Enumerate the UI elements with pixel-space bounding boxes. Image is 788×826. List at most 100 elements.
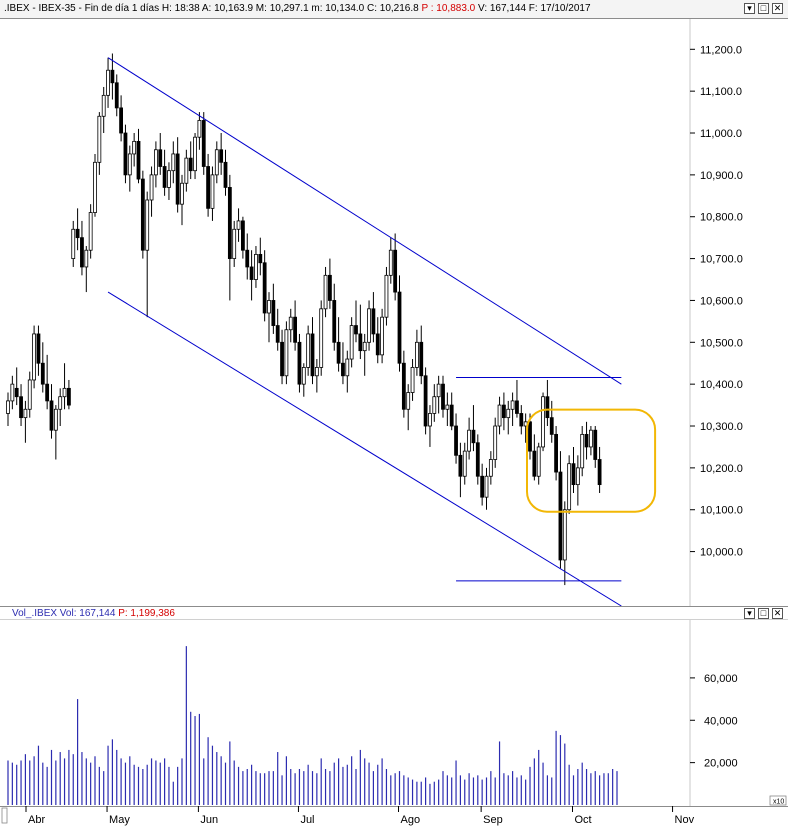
candle xyxy=(210,166,215,221)
candle xyxy=(71,220,76,267)
candle xyxy=(10,375,15,410)
volume-tick-label: 40,000 xyxy=(704,715,738,727)
candle xyxy=(345,350,350,393)
quote-end: V: 167,144 F: 17/10/2017 xyxy=(478,3,591,14)
candle-body xyxy=(223,161,228,188)
volume-tick-label: 60,000 xyxy=(704,673,738,685)
candle-body xyxy=(441,383,445,410)
maximize-button[interactable]: □ xyxy=(758,3,769,14)
candle xyxy=(40,342,45,393)
candle xyxy=(106,57,110,108)
candle xyxy=(80,220,84,276)
candle-body xyxy=(575,467,580,486)
candle xyxy=(14,367,19,406)
price-tick-label: 10,000.0 xyxy=(700,547,743,559)
candle-body xyxy=(53,408,58,431)
candle xyxy=(349,317,354,368)
candle-body xyxy=(362,341,367,352)
candle-body xyxy=(471,429,476,444)
candle xyxy=(584,421,589,460)
candle xyxy=(554,426,558,481)
candle-body xyxy=(193,136,197,172)
candle-body xyxy=(67,387,71,406)
candle xyxy=(223,149,228,196)
candle xyxy=(180,174,184,226)
candle xyxy=(380,308,385,364)
candle xyxy=(384,266,389,326)
candle xyxy=(293,300,298,351)
candle-body xyxy=(532,450,537,477)
candle xyxy=(53,405,58,460)
candle xyxy=(297,333,302,393)
candle-body xyxy=(327,274,332,301)
price-tick-label: 11,200.0 xyxy=(700,44,742,56)
candle xyxy=(145,191,150,318)
candle-body xyxy=(23,408,28,419)
candle-body xyxy=(249,266,254,280)
volume-minimize-button[interactable]: ▾ xyxy=(744,608,755,619)
volume-close-button[interactable]: ✕ xyxy=(772,608,783,619)
candle xyxy=(549,400,554,443)
candle-body xyxy=(119,107,123,134)
candle xyxy=(375,317,380,364)
price-tick-label: 10,900.0 xyxy=(700,170,743,182)
candle xyxy=(532,434,537,481)
minimize-button[interactable]: ▾ xyxy=(744,3,755,14)
candle xyxy=(388,237,393,284)
candle-body xyxy=(358,333,363,352)
candle xyxy=(19,384,23,427)
candle-body xyxy=(397,291,402,364)
candle-body xyxy=(180,182,184,205)
candle xyxy=(184,149,189,192)
candle xyxy=(567,455,572,514)
candle xyxy=(280,329,284,385)
candle xyxy=(219,133,224,175)
candle xyxy=(458,442,463,498)
candle xyxy=(519,405,524,435)
quote-main: .IBEX - IBEX-35 - Fin de día 1 días H: 1… xyxy=(4,3,422,14)
candle xyxy=(488,451,493,485)
candle xyxy=(436,375,441,414)
candle-body xyxy=(149,174,154,201)
candle-body xyxy=(36,333,41,364)
candle-body xyxy=(45,383,50,402)
candle xyxy=(206,153,211,217)
candle-body xyxy=(510,400,515,410)
candle xyxy=(262,250,267,322)
candle-body xyxy=(197,120,202,138)
candle-body xyxy=(597,459,602,486)
candle xyxy=(449,392,454,431)
candle xyxy=(493,417,498,468)
candle-body xyxy=(567,463,572,511)
candle xyxy=(414,329,419,376)
month-label: Jul xyxy=(300,814,314,826)
candle-body xyxy=(354,325,358,335)
candle xyxy=(410,359,415,401)
candle-body xyxy=(480,475,485,498)
candle xyxy=(67,379,71,410)
candle xyxy=(467,417,472,460)
candle-body xyxy=(310,333,315,377)
candle-body xyxy=(80,237,84,268)
candle-body xyxy=(162,166,167,188)
volume-maximize-button[interactable]: □ xyxy=(758,608,769,619)
candle xyxy=(401,350,406,418)
candle-body xyxy=(93,161,97,213)
candle-body xyxy=(84,249,89,268)
candle-body xyxy=(201,120,206,167)
close-button[interactable]: ✕ xyxy=(772,3,783,14)
candle xyxy=(501,392,506,431)
candle-body xyxy=(497,404,502,427)
candle-body xyxy=(210,174,215,209)
candle-body xyxy=(393,249,398,293)
candle xyxy=(140,170,145,259)
candle xyxy=(354,300,358,343)
price-tick-label: 10,500.0 xyxy=(700,337,743,349)
volume-p-value: P: 1,199,386 xyxy=(118,608,175,619)
month-label: Ago xyxy=(401,814,421,826)
candle-body xyxy=(349,325,354,360)
candle xyxy=(271,283,276,334)
candle-body xyxy=(236,220,241,230)
candle xyxy=(510,392,515,427)
candle-body xyxy=(458,454,463,477)
